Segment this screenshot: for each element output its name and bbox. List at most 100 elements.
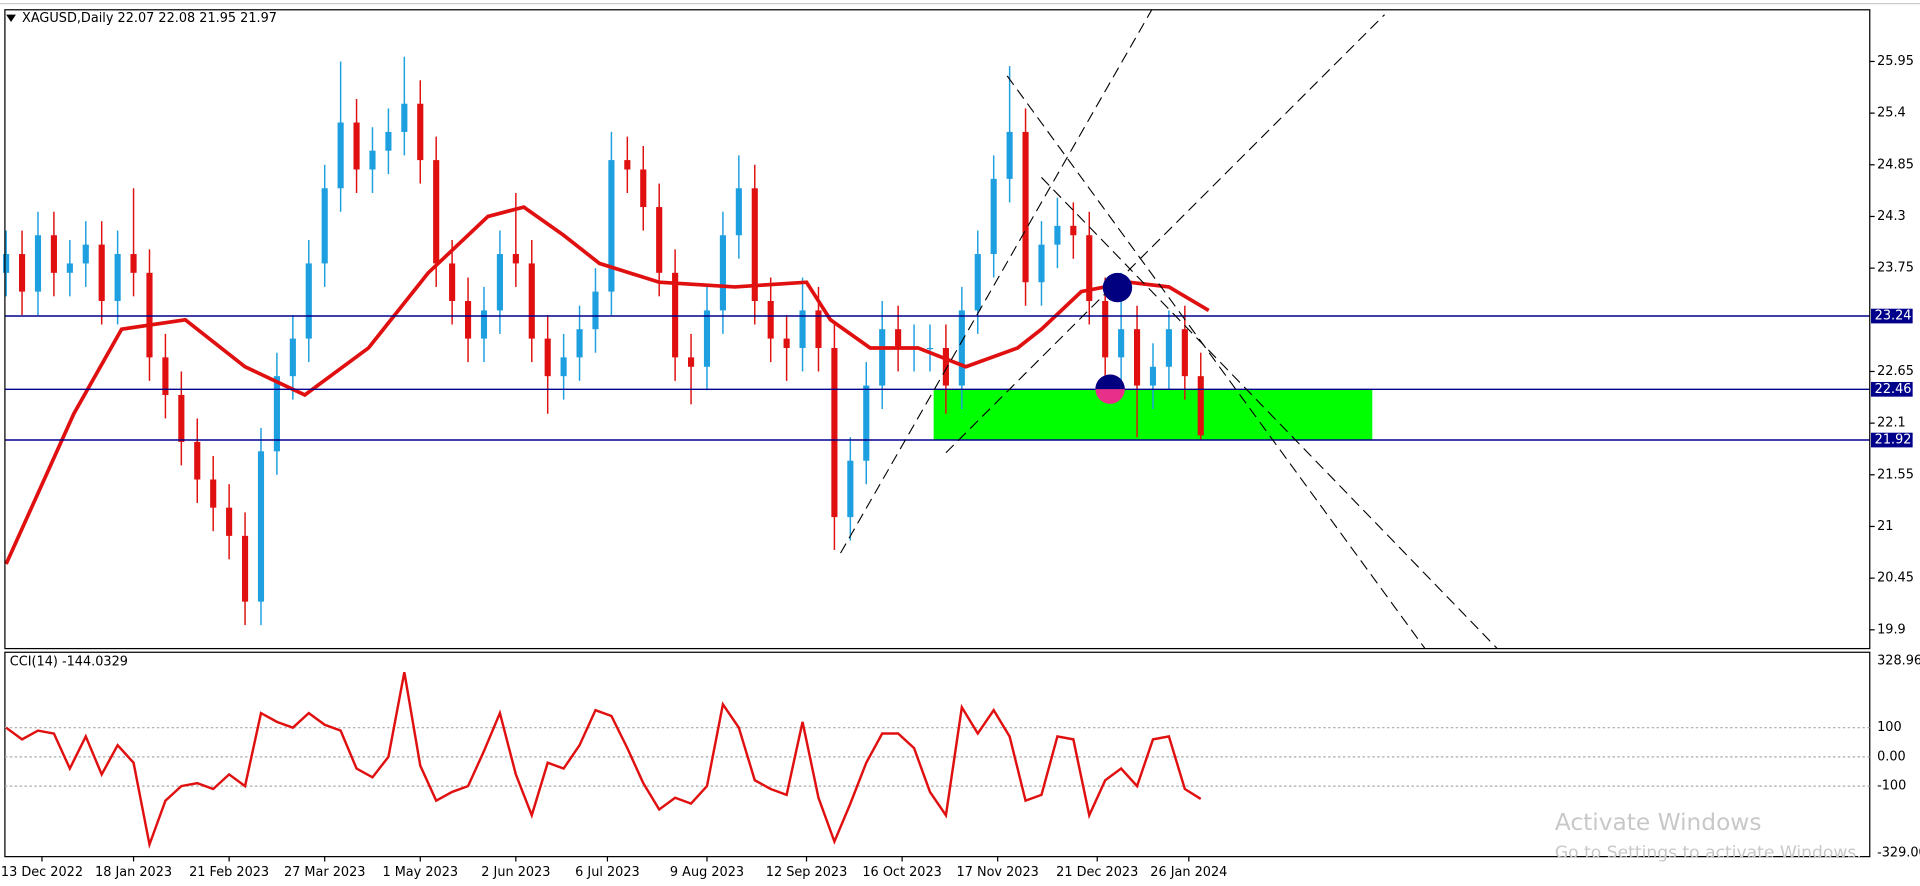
chart-title: XAGUSD,Daily 22.07 22.08 21.95 21.97 <box>22 11 277 26</box>
level-label: 22.46 <box>1875 382 1912 397</box>
marker <box>1095 374 1125 390</box>
candle-body <box>162 357 169 395</box>
candle-body <box>50 235 57 273</box>
candle-body <box>815 310 822 348</box>
level-tag <box>1870 308 1913 324</box>
y-tick-label: 25.4 <box>1877 106 1906 121</box>
level-tag <box>1870 432 1913 448</box>
y-tick-label: 23.75 <box>1877 261 1914 276</box>
trend-line <box>1041 177 1498 649</box>
candle-body <box>719 235 726 311</box>
candle-body <box>1022 131 1029 283</box>
candle-body <box>66 263 73 273</box>
candle-body <box>289 338 296 377</box>
menu-arrow[interactable] <box>6 14 16 23</box>
candle-body <box>98 244 105 302</box>
x-tick-label: 6 Jul 2023 <box>575 865 640 880</box>
cci-frame <box>4 651 1871 858</box>
candle-body <box>257 451 265 602</box>
candle-body <box>321 188 328 264</box>
x-tick-label: 17 Nov 2023 <box>957 865 1039 880</box>
y-tick-label: -329.006 <box>1877 845 1920 860</box>
price-frame <box>4 9 1871 650</box>
candle-body <box>608 160 615 292</box>
candle-body <box>990 178 997 255</box>
candle-body <box>305 263 312 339</box>
x-tick-label: 9 Aug 2023 <box>670 865 744 880</box>
candle-body <box>767 301 774 339</box>
candle-body <box>831 347 838 518</box>
marker <box>1102 272 1133 303</box>
y-tick-label: 19.9 <box>1877 622 1906 637</box>
y-tick-label: 20.45 <box>1877 571 1914 586</box>
candle-body <box>1197 376 1204 436</box>
candle-body <box>751 188 758 302</box>
candle-body <box>592 291 599 330</box>
candle-body <box>560 357 567 377</box>
candle-body <box>1054 225 1061 245</box>
watermark: Activate Windows <box>1555 809 1762 836</box>
y-tick-label: 25.95 <box>1877 54 1914 69</box>
candle-body <box>1070 225 1077 236</box>
candle-body <box>34 235 42 292</box>
candle-body <box>1086 235 1093 302</box>
candle-body <box>895 329 902 348</box>
price-panel <box>3 56 1870 626</box>
candle-body <box>879 329 886 386</box>
cci-line <box>5 671 1202 850</box>
candle-body <box>656 207 663 273</box>
x-tick-label: 16 Oct 2023 <box>862 865 941 880</box>
x-tick-label: 12 Sep 2023 <box>766 865 847 880</box>
trend-line <box>840 9 1153 554</box>
x-tick-label: 18 Jan 2023 <box>95 865 172 880</box>
candle-body <box>1006 131 1013 179</box>
candle-body <box>353 122 360 170</box>
candle-body <box>640 169 647 208</box>
candle-body <box>449 263 456 302</box>
y-tick-label: 24.85 <box>1877 157 1914 172</box>
candle-body <box>114 254 121 302</box>
y-tick-label: 21.55 <box>1877 467 1914 482</box>
candle-body <box>480 310 488 339</box>
moving-average <box>4 205 1210 565</box>
trend-lines <box>840 9 1498 649</box>
candle-body <box>1038 244 1045 283</box>
candle-body <box>942 347 949 386</box>
candle-body <box>528 263 535 339</box>
candle-body <box>624 160 631 170</box>
candle-body <box>1181 329 1188 377</box>
candle-body <box>1102 301 1109 358</box>
x-tick-label: 1 May 2023 <box>382 865 458 880</box>
level-tag <box>1870 381 1913 397</box>
candle-body <box>337 122 344 189</box>
candle-body <box>82 244 89 264</box>
candle-body <box>512 254 519 264</box>
y-tick-label: 22.1 <box>1877 416 1906 431</box>
candle-body <box>926 347 934 350</box>
trend-line <box>1006 75 1426 649</box>
candle-body <box>847 460 854 518</box>
x-tick-label: 13 Dec 2022 <box>1 865 83 880</box>
watermark: Go to Settings to activate Windows. <box>1555 843 1862 863</box>
x-tick-label: 27 Mar 2023 <box>284 865 365 880</box>
x-tick-label: 21 Feb 2023 <box>189 865 269 880</box>
candle-body <box>226 507 233 536</box>
candle-body <box>863 385 870 461</box>
candle-body <box>464 301 472 339</box>
candle-body <box>194 441 201 480</box>
candle-body <box>544 338 551 377</box>
y-tick-label: 21 <box>1877 519 1893 534</box>
candle-body <box>241 535 249 602</box>
candle-body <box>1165 329 1172 367</box>
y-tick-label: -100 <box>1877 779 1906 794</box>
y-tick-label: 22.65 <box>1877 364 1914 379</box>
candle-body <box>1118 329 1125 358</box>
x-tick-label: 21 Dec 2023 <box>1056 865 1138 880</box>
candle-body <box>735 188 742 236</box>
candle-body <box>672 272 679 358</box>
x-tick-label: 2 Jun 2023 <box>481 865 550 880</box>
trend-line <box>945 14 1385 454</box>
candle-body <box>18 254 26 292</box>
